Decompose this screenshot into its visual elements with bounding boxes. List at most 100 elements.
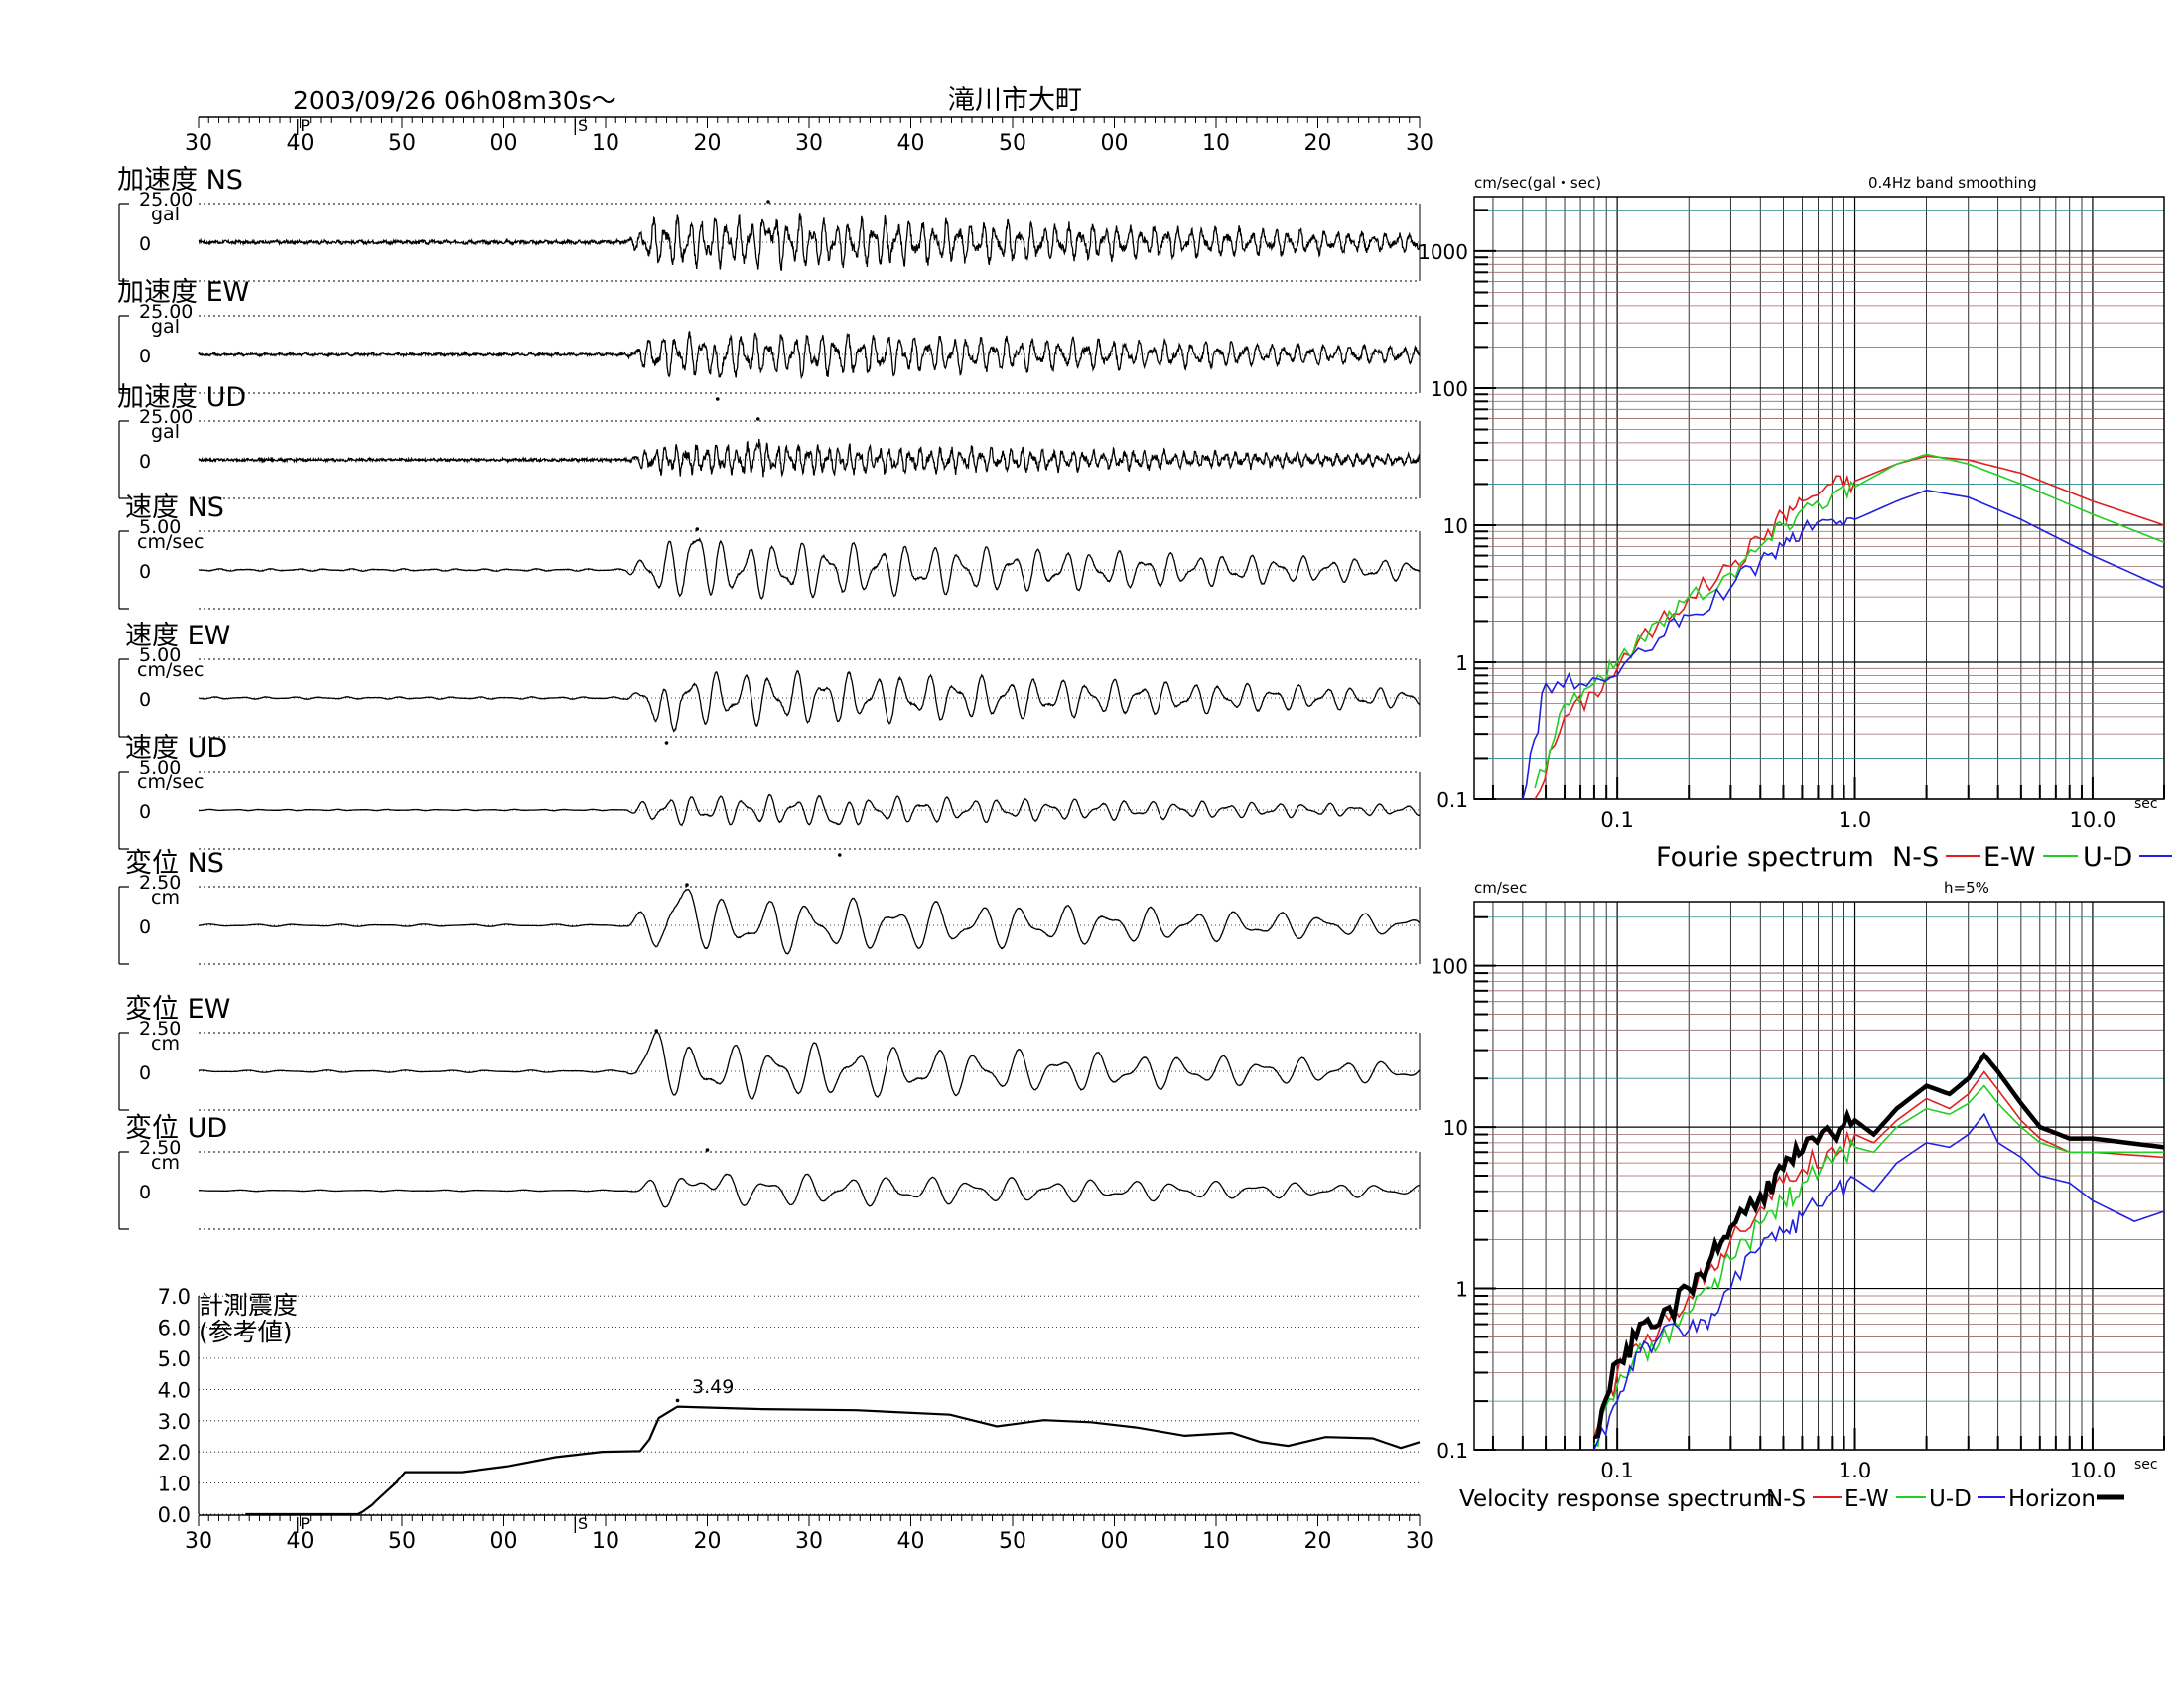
intensity-ytick-label: 7.0 xyxy=(158,1285,191,1309)
waveform-trace xyxy=(198,331,1421,380)
panel-scale-bracket xyxy=(118,886,129,965)
fourier-legend: Fourie spectrum N-S E-W U-D xyxy=(1656,842,2172,873)
panel-scale-bracket xyxy=(118,530,129,610)
spectrum-series-line xyxy=(1593,1112,2165,1451)
time-tick-label: 30 xyxy=(185,1529,212,1554)
panel-title: 加速度 EW xyxy=(117,277,249,308)
waveform-trace xyxy=(199,1031,1421,1100)
panel-scale-value: 25.00 xyxy=(139,189,193,211)
waveform-trace xyxy=(198,439,1421,478)
time-tick-label: 00 xyxy=(490,131,518,156)
time-tick-label: 50 xyxy=(999,131,1026,156)
x-tick-label: 10.0 xyxy=(2070,1459,2116,1482)
panel-zero-label: 0 xyxy=(139,346,151,367)
x-tick-label: 0.1 xyxy=(1600,1459,1633,1482)
fourier-note: 0.4Hz band smoothing xyxy=(1868,174,2037,192)
panel-scale-bracket xyxy=(118,420,129,499)
waveform-trace xyxy=(198,1173,1421,1208)
panel-unit: gal xyxy=(151,204,180,225)
y-tick-label: 10 xyxy=(1443,514,1468,538)
response-legend-horizon: Horizon xyxy=(2008,1486,2096,1512)
time-tick-label: 40 xyxy=(897,131,925,156)
x-tick-label: 0.1 xyxy=(1600,808,1633,832)
response-title: Velocity response spectrum xyxy=(1459,1486,1775,1512)
intensity-ytick-label: 4.0 xyxy=(158,1378,191,1402)
peak-marker xyxy=(766,200,770,204)
fourier-legend-ns: N-S xyxy=(1892,842,1939,873)
fourier-legend-ud: U-D xyxy=(2083,842,2132,873)
bottom-time-axis: 30 40 50 00 10 20 30 40 50 00 10 20 30 |P |S xyxy=(185,1514,1433,1554)
time-tick-label: 20 xyxy=(694,1529,722,1554)
panel-zero-label: 0 xyxy=(139,233,151,255)
panel-scale-value: 2.50 xyxy=(139,872,181,894)
time-tick-label: 20 xyxy=(694,131,722,156)
p-arrival-marker: |S xyxy=(573,116,589,135)
station-name: 滝川市大町 xyxy=(948,85,1082,116)
intensity-ytick-label: 1.0 xyxy=(158,1473,191,1496)
waveform-trace xyxy=(198,793,1421,827)
intensity-peak-label: 3.49 xyxy=(692,1376,734,1398)
response-legend: Velocity response spectrum N-S E-W U-D H… xyxy=(1459,1486,2124,1512)
y-tick-label: 100 xyxy=(1431,377,1468,401)
waveform-trace xyxy=(198,536,1421,601)
time-tick-label: 30 xyxy=(185,131,212,156)
fourier-xlabel: sec xyxy=(2134,796,2158,812)
panel-scale-bracket xyxy=(118,1032,129,1111)
peak-marker xyxy=(755,417,760,421)
p-arrival-marker: |S xyxy=(573,1514,589,1533)
y-tick-label: 1000 xyxy=(1418,240,1468,264)
intensity-ytick-label: 6.0 xyxy=(158,1317,191,1340)
panel-scale-bracket xyxy=(118,658,129,738)
panel-zero-label: 0 xyxy=(139,689,151,711)
panel-title: 変位 UD xyxy=(125,1113,227,1144)
y-tick-label: 1 xyxy=(1455,651,1468,675)
panel-zero-label: 0 xyxy=(139,801,151,823)
panel-unit: cm xyxy=(151,1152,180,1174)
spectrum-series-line xyxy=(1593,1051,2165,1440)
panel-scale-value: 25.00 xyxy=(139,406,193,428)
intensity-ytick-label: 2.0 xyxy=(158,1441,191,1465)
spectrum-series-line xyxy=(1593,1084,2164,1448)
intensity-ytick-label: 5.0 xyxy=(158,1347,191,1371)
panel-unit: cm/sec xyxy=(137,772,204,793)
intensity-ytick-label: 0.0 xyxy=(158,1503,191,1527)
peak-marker xyxy=(695,527,700,531)
time-tick-label: 20 xyxy=(1304,1529,1332,1554)
fourier-spectrum-chart: cm/sec(gal・sec) 0.4Hz band smoothing sec… xyxy=(1418,174,2165,832)
y-tick-label: 1 xyxy=(1455,1278,1468,1302)
time-tick-label: 00 xyxy=(1101,1529,1129,1554)
time-tick-label: 40 xyxy=(287,131,315,156)
fourier-legend-ew: E-W xyxy=(1983,842,2035,873)
panel-unit: cm/sec xyxy=(137,531,204,553)
intensity-curve xyxy=(245,1405,1421,1516)
intensity-panel: 計測震度 (参考値) 3.49 7.0 6.0 5.0 4.0 3.0 2.0 1.0 0.0 xyxy=(158,1285,1421,1527)
x-tick-label: 1.0 xyxy=(1839,808,1871,832)
panel-title: 速度 NS xyxy=(125,492,224,523)
p-arrival-marker: |P xyxy=(295,116,310,135)
panel-scale-bracket xyxy=(118,1151,129,1230)
panel-title: 加速度 NS xyxy=(117,165,243,196)
panel-unit: cm xyxy=(151,887,180,909)
time-tick-label: 30 xyxy=(795,131,823,156)
peak-marker xyxy=(837,853,842,857)
intensity-subtitle: (参考値) xyxy=(199,1318,293,1346)
y-tick-label: 100 xyxy=(1431,955,1468,979)
response-note: h=5% xyxy=(1944,879,1989,897)
waveform-trace xyxy=(198,213,1421,271)
plot-frame xyxy=(1473,901,2165,1451)
datetime-label: 2003/09/26 06h08m30s〜 xyxy=(293,86,616,115)
fourier-ylabel: cm/sec(gal・sec) xyxy=(1474,174,1601,192)
response-legend-ud: U-D xyxy=(1929,1486,1972,1512)
peak-marker xyxy=(705,1148,710,1152)
panel-unit: gal xyxy=(151,421,180,443)
panel-scale-value: 5.00 xyxy=(139,644,181,666)
panel-scale-value: 5.00 xyxy=(139,516,181,538)
top-time-axis: 30 40 50 00 10 20 30 40 50 00 10 20 30 |P |S xyxy=(185,116,1433,156)
peak-marker xyxy=(664,741,669,745)
panel-unit: gal xyxy=(151,316,180,338)
time-tick-label: 20 xyxy=(1304,131,1332,156)
